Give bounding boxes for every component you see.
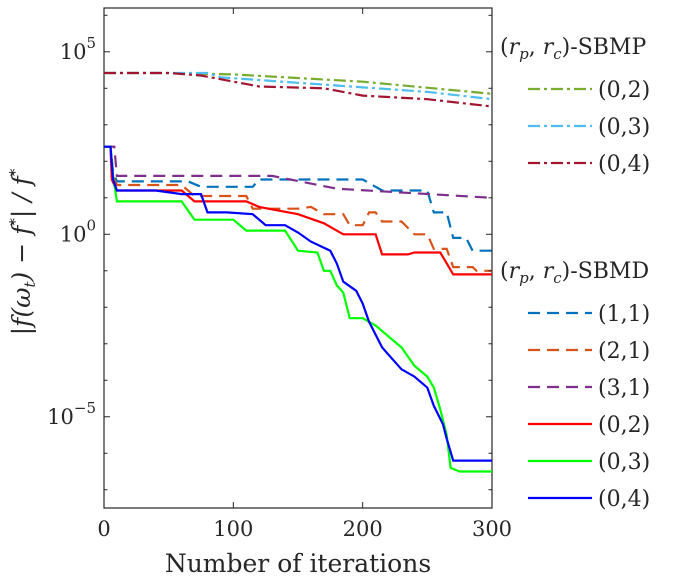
- legend-label: (0,3): [598, 450, 650, 475]
- legend-title-sbmp: (rp, rc)-SBMP: [500, 35, 646, 63]
- ticks-layer: 0 100 200 300 105 100 10−5: [47, 8, 512, 541]
- series-line-sbmp-2: [104, 71, 492, 108]
- y-tick-label: 105: [60, 34, 96, 64]
- legend-label: (0,2): [598, 413, 650, 438]
- series-line-sbmd-2: [104, 145, 492, 199]
- svg-text:|f(ωt) − f*| / f*: |f(ωt) − f*| / f*: [6, 168, 39, 335]
- legend-label: (1,1): [598, 302, 650, 327]
- y-axis-label: |f(ωt) − f*| / f*: [6, 168, 39, 335]
- legend-label: (0,3): [598, 115, 650, 140]
- x-axis-label: Number of iterations: [165, 549, 431, 578]
- x-tick-label: 300: [472, 517, 512, 541]
- series-line-sbmd-5: [104, 145, 492, 462]
- plot-frame: [103, 7, 493, 509]
- legend: (rp, rc)-SBMP (0,2) (0,3) (0,4) (rp, rc)-SBM…: [500, 35, 650, 512]
- y-tick-label: 100: [60, 216, 96, 246]
- legend-label: (0,4): [598, 152, 650, 177]
- x-tick-label: 200: [343, 517, 383, 541]
- x-tick-label: 0: [97, 517, 110, 541]
- series-line-sbmp-1: [104, 71, 492, 101]
- legend-title-sbmd: (rp, rc)-SBMD: [500, 259, 649, 287]
- x-tick-label: 100: [213, 517, 253, 541]
- legend-label: (2,1): [598, 339, 650, 364]
- y-tick-label: 10−5: [47, 399, 96, 429]
- series-line-sbmd-1: [104, 145, 492, 272]
- legend-label: (3,1): [598, 376, 650, 401]
- legend-label: (0,4): [598, 487, 650, 512]
- series-line-sbmd-4: [104, 145, 492, 473]
- legend-label: (0,2): [598, 78, 650, 103]
- series-layer: [104, 71, 492, 473]
- series-line-sbmd-0: [104, 145, 492, 252]
